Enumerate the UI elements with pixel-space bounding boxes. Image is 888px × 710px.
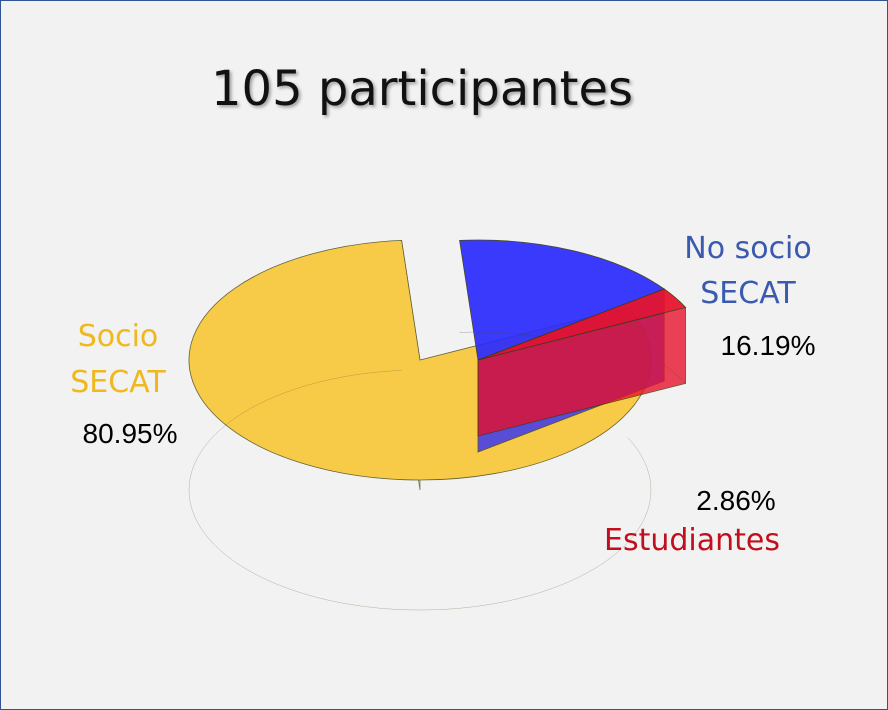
slice-label-line: Socio [78,319,159,354]
slice-percent-label: 16.19% [721,330,816,361]
pie-slice-3 [477,288,687,437]
slice-bottom-rim [664,364,686,384]
slice-label-line: No socio [684,231,812,266]
slice-label-line: SECAT [700,276,796,311]
slice-bottom-rim [188,370,652,611]
slice-label-line: SECAT [70,365,166,400]
slice-percent-label: 80.95% [83,418,178,449]
slice-top [459,239,666,361]
chart-title: 105 participantes [211,61,634,117]
slice-label-line: Estudiantes [604,523,780,558]
slice-percent-label: 2.86% [696,485,775,516]
slice-top [477,288,687,361]
